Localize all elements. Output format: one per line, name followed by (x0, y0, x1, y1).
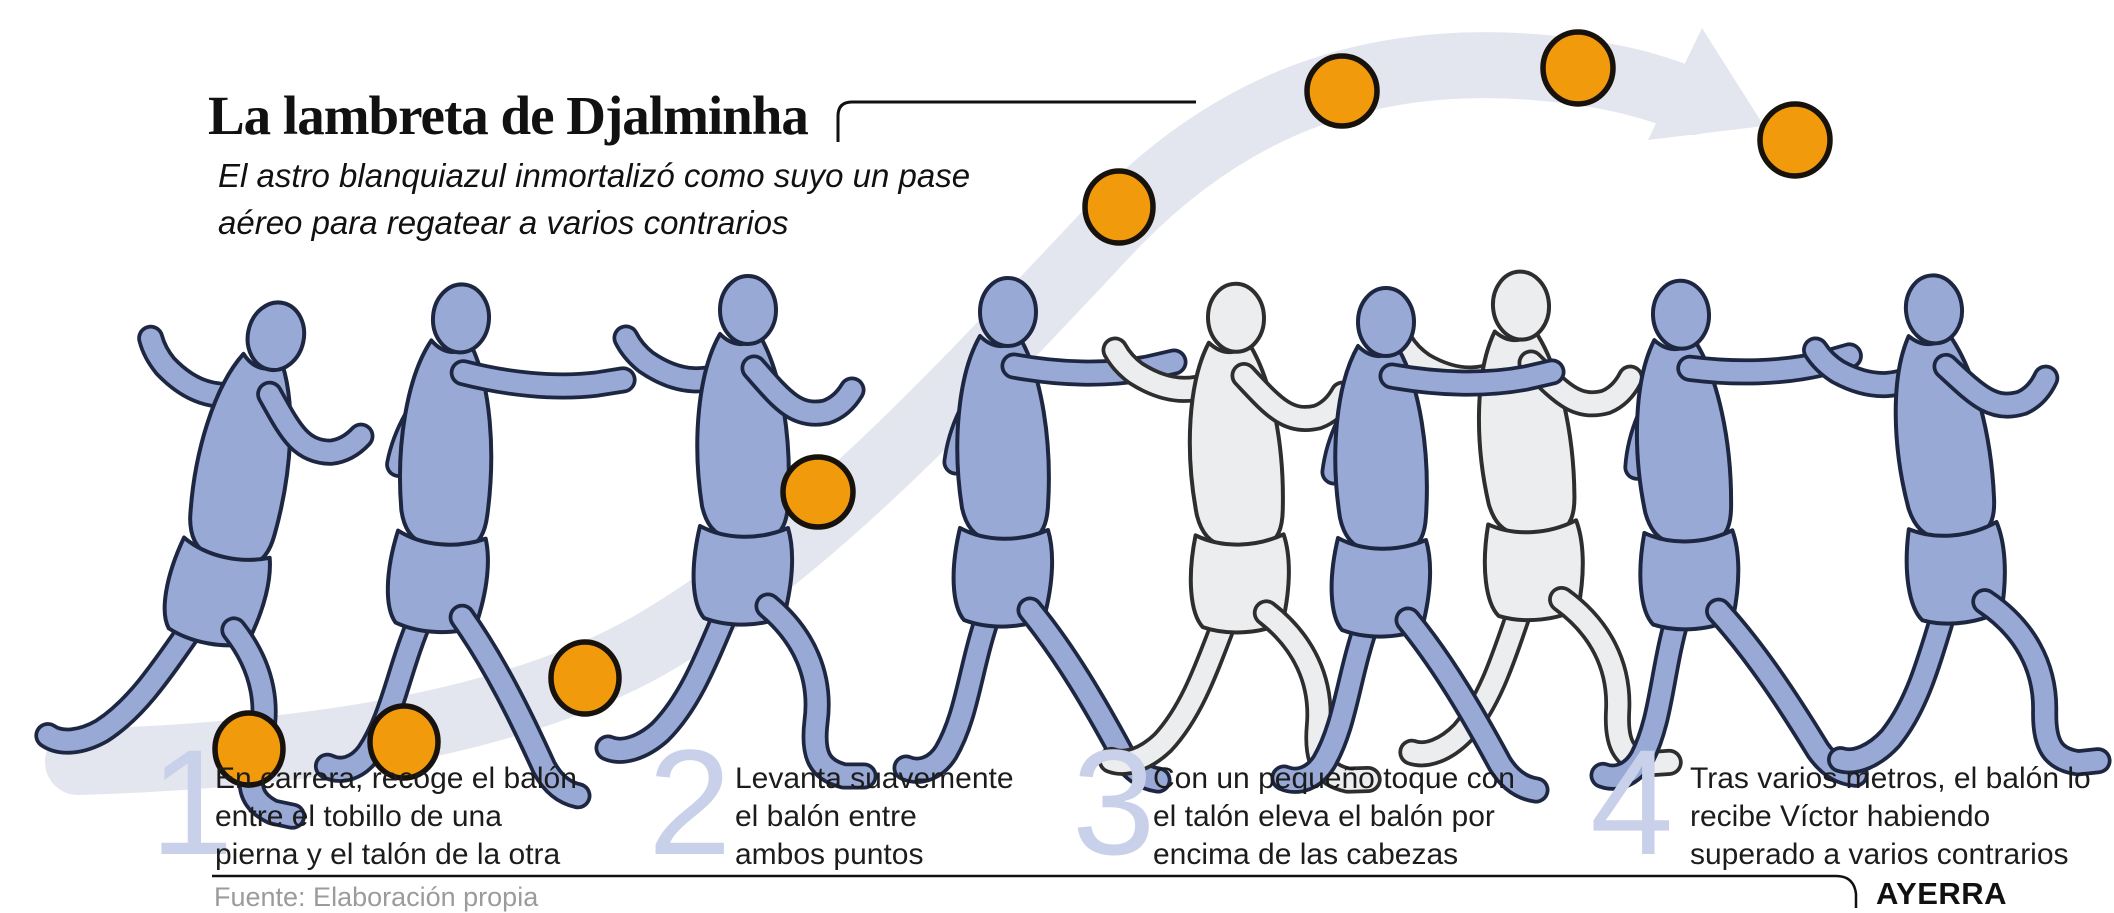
player-blue-4 (906, 278, 1174, 780)
ball-icon (548, 639, 622, 717)
player-blue-7 (1791, 263, 2099, 788)
step-1-number: 1 (150, 718, 234, 886)
ball-icon (367, 703, 441, 781)
subtitle-line-1: El astro blanquiazul inmortalizó como su… (218, 157, 971, 194)
step-1-text: En carrera, recoge el balón entre el tob… (215, 760, 577, 874)
footer-rule (212, 874, 1858, 908)
ball-icon (212, 710, 286, 788)
step-1-line-3: pierna y el talón de la otra (215, 838, 561, 871)
step-2-line-1: Levanta suavemente (735, 762, 1014, 795)
step-4-line-1: Tras varios metros, el balón lo (1690, 762, 2091, 795)
ball-icon (1082, 168, 1156, 246)
step-3-line-1: Con un pequeño toque con (1153, 762, 1515, 795)
step-2-text: Levanta suavemente el balón entre ambos … (735, 760, 1014, 874)
step-4-line-2: recibe Víctor habiendo (1690, 800, 1991, 833)
ball-trajectory (212, 29, 1833, 788)
step-2-line-2: el balón entre (735, 800, 917, 833)
step-3-text: Con un pequeño toque con el talón eleva … (1153, 760, 1515, 874)
step-1-line-2: entre el tobillo de una (215, 800, 502, 833)
step-4-number: 4 (1590, 718, 1674, 886)
step-2-number: 2 (648, 718, 732, 886)
step-3-line-3: encima de las cabezas (1153, 838, 1459, 871)
title-bracket (836, 100, 1196, 142)
step-4-text: Tras varios metros, el balón lo recibe V… (1690, 760, 2091, 874)
page-title: La lambreta de Djalminha (208, 85, 809, 146)
ball-icon (1757, 101, 1833, 179)
step-3-line-2: el talón eleva el balón por (1153, 800, 1495, 833)
ball-icon (780, 454, 856, 530)
step-4-line-3: superado a varios contrarios (1690, 838, 2069, 871)
ball-icon (1540, 29, 1616, 107)
opponent-white-1 (1094, 279, 1369, 789)
ball-icon (1304, 53, 1380, 129)
step-2-line-3: ambos puntos (735, 838, 924, 871)
step-1-line-1: En carrera, recoge el balón (215, 762, 577, 795)
source-credit: Fuente: Elaboración propia (214, 882, 539, 912)
subtitle-line-2: aéreo para regatear a varios contrarios (218, 204, 789, 241)
step-3-number: 3 (1072, 718, 1156, 886)
author-credit: AYERRA (1876, 876, 2008, 911)
arrowhead-icon (1648, 28, 1764, 140)
page-subtitle: El astro blanquiazul inmortalizó como su… (218, 152, 970, 246)
